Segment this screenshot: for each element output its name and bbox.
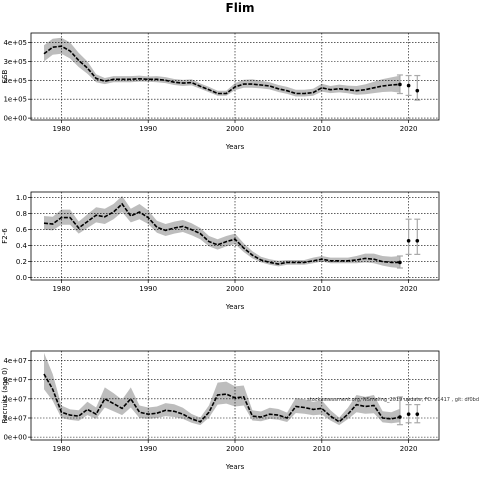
estimate-line bbox=[43, 373, 401, 423]
y-tick-label: 0.0 bbox=[16, 274, 27, 282]
panel-3: 1980 1990 2000 2010 2020 0e+00 1e+07 2e+07 3e+07… bbox=[1, 350, 440, 471]
confidence-band bbox=[44, 196, 400, 268]
panel-1: 1980 1990 2000 2010 2020 0e+00 1e+05 2e+05 3e+05… bbox=[1, 32, 440, 151]
y-tick-label: 0.4 bbox=[16, 242, 28, 250]
y-tick-label: 3e+05 bbox=[3, 58, 27, 66]
y-tick-label: 2e+05 bbox=[3, 77, 27, 85]
x-tick-label: 2000 bbox=[226, 285, 244, 293]
x-tick-label: 1990 bbox=[139, 125, 157, 133]
estimate-line bbox=[43, 45, 400, 95]
forecast-point bbox=[415, 239, 420, 243]
forecast-errorbar bbox=[414, 74, 421, 101]
chart-title: Flim bbox=[225, 1, 255, 15]
y-tick-label: 4e+07 bbox=[3, 357, 27, 365]
x-tick-label: 2010 bbox=[313, 125, 331, 133]
footnote: stockassessment.org, NSmeling_2019 updat… bbox=[307, 397, 479, 403]
forecast-point bbox=[398, 415, 402, 419]
forecast-point bbox=[415, 412, 420, 416]
x-tick-label: 1990 bbox=[139, 445, 157, 453]
x-tick-label: 2000 bbox=[226, 125, 244, 133]
forecast-point bbox=[398, 260, 402, 265]
confidence-band bbox=[44, 352, 400, 426]
x-tick-label: 2010 bbox=[313, 445, 331, 453]
x-tick-label: 1980 bbox=[52, 285, 70, 293]
panel-2: 1980 1990 2000 2010 2020 0.0 0.2 0.4 0.6 0.8 1.0 Ye… bbox=[1, 191, 440, 311]
y-tick-label: 0.6 bbox=[16, 226, 28, 234]
x-axis-label: Years bbox=[225, 463, 245, 471]
x-tick-label: 1980 bbox=[52, 445, 70, 453]
forecast-point bbox=[415, 88, 420, 93]
y-tick-label: 1e+05 bbox=[3, 96, 27, 104]
forecast-point bbox=[398, 82, 402, 87]
x-axis-label: Years bbox=[225, 303, 245, 311]
x-tick-label: 2020 bbox=[400, 445, 418, 453]
y-tick-label: 1.0 bbox=[16, 194, 27, 202]
y-axis-label: SSB bbox=[1, 69, 9, 83]
y-axis-label: Recruits (age 0) bbox=[1, 367, 9, 423]
forecast-errorbar bbox=[414, 218, 421, 255]
x-tick-label: 1980 bbox=[52, 125, 70, 133]
y-tick-label: 0.8 bbox=[16, 210, 27, 218]
y-tick-label: 1e+07 bbox=[3, 414, 27, 422]
forecast-point bbox=[406, 239, 411, 243]
x-tick-label: 2010 bbox=[313, 285, 331, 293]
y-tick-label: 0e+00 bbox=[3, 115, 27, 123]
forecast-point bbox=[406, 412, 411, 416]
forecast-point bbox=[406, 83, 411, 88]
y-tick-label: 0e+00 bbox=[3, 434, 27, 442]
confidence-band bbox=[44, 37, 400, 97]
y-axis-label: F2-6 bbox=[1, 228, 9, 244]
x-tick-label: 2000 bbox=[226, 445, 244, 453]
x-tick-label: 2020 bbox=[400, 285, 418, 293]
y-tick-label: 3e+07 bbox=[3, 376, 27, 384]
x-tick-label: 2020 bbox=[400, 125, 418, 133]
y-tick-label: 2e+07 bbox=[3, 395, 27, 403]
x-tick-label: 1990 bbox=[139, 285, 157, 293]
y-tick-label: 0.2 bbox=[16, 258, 27, 266]
forecast-errorbar bbox=[405, 218, 412, 255]
forecast-errorbar bbox=[396, 396, 403, 426]
y-tick-label: 4e+05 bbox=[3, 39, 27, 47]
x-axis-label: Years bbox=[225, 143, 245, 151]
